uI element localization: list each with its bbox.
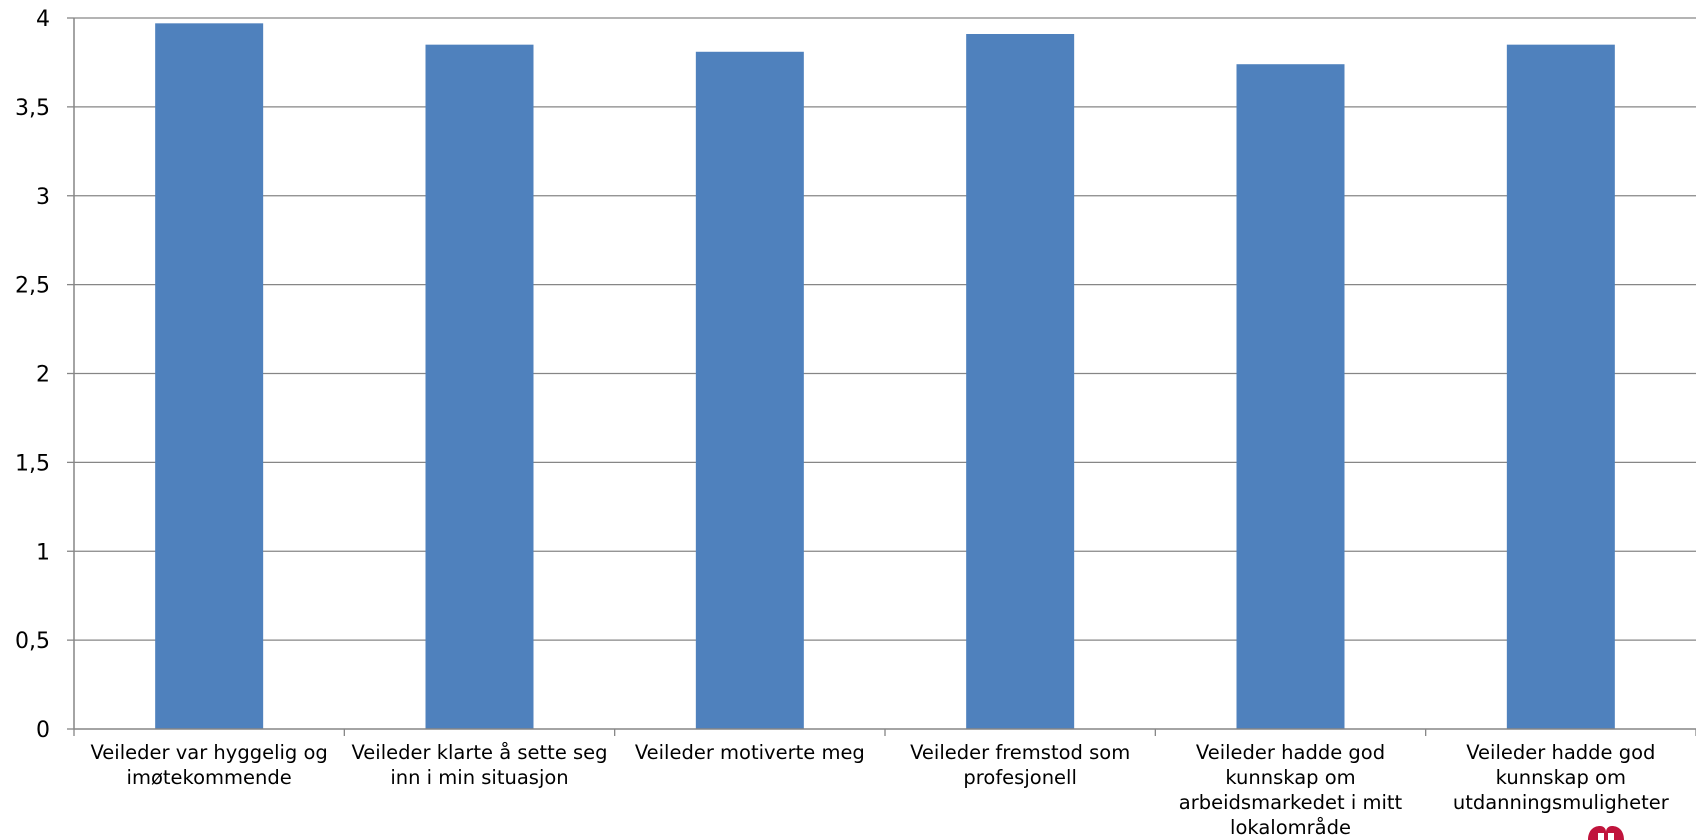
y-axis-tick-labels: 0 0,5 1 1,5 2 2,5 3 3,5 4 bbox=[15, 7, 50, 743]
bar bbox=[1506, 44, 1615, 730]
bar bbox=[155, 23, 264, 729]
x-tick-label: Veileder hadde god kunnskap om utdanning… bbox=[1452, 741, 1669, 814]
bar bbox=[425, 44, 534, 730]
x-tick-label: Veileder hadde god kunnskap om arbeidsma… bbox=[1178, 741, 1403, 839]
x-tick-label: Veileder var hyggelig og imøtekommende bbox=[90, 741, 328, 789]
y-tick-label: 4 bbox=[36, 7, 50, 32]
bars bbox=[155, 23, 1615, 730]
gridlines bbox=[74, 17, 1696, 641]
y-tick-label: 1,5 bbox=[15, 451, 50, 476]
y-tick-label: 0 bbox=[36, 718, 50, 743]
brand-logo bbox=[1588, 826, 1624, 840]
y-tick-label: 2,5 bbox=[15, 274, 50, 299]
axes bbox=[67, 17, 1696, 736]
y-tick-label: 0,5 bbox=[15, 629, 50, 654]
bar bbox=[695, 51, 804, 729]
y-tick-label: 1 bbox=[36, 540, 50, 565]
y-tick-label: 3,5 bbox=[15, 96, 50, 121]
bar bbox=[1236, 64, 1345, 730]
x-tick-label: Veileder fremstod som profesjonell bbox=[910, 741, 1131, 789]
x-tick-label: Veileder klarte å sette seg inn i min si… bbox=[351, 741, 608, 789]
bar bbox=[966, 33, 1075, 730]
y-tick-label: 3 bbox=[36, 185, 50, 210]
x-tick-label: Veileder motiverte meg bbox=[634, 741, 865, 764]
y-tick-label: 2 bbox=[36, 363, 50, 388]
